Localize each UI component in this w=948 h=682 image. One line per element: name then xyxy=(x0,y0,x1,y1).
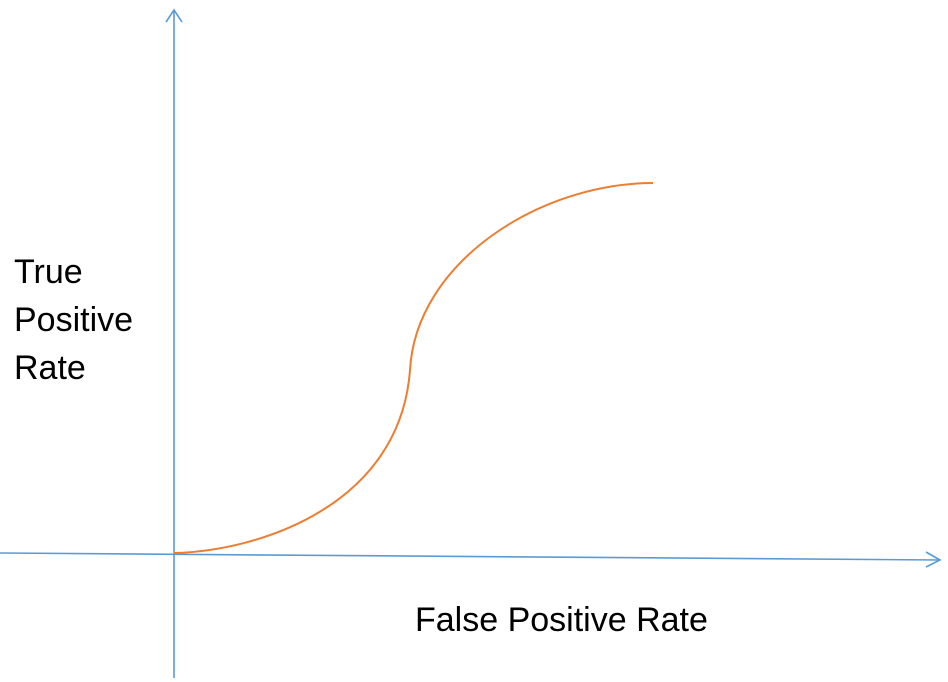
y-axis-label: Positive xyxy=(14,301,133,339)
y-axis-label: True xyxy=(14,253,83,291)
roc-curve xyxy=(173,182,654,554)
y-axis-arrow xyxy=(165,8,183,23)
y-axis xyxy=(165,8,183,678)
x-axis-label: False Positive Rate xyxy=(415,601,708,639)
x-axis-arrow xyxy=(925,551,942,568)
y-axis-label: Rate xyxy=(14,349,86,387)
x-axis-line xyxy=(0,552,941,561)
x-axis xyxy=(0,551,942,568)
